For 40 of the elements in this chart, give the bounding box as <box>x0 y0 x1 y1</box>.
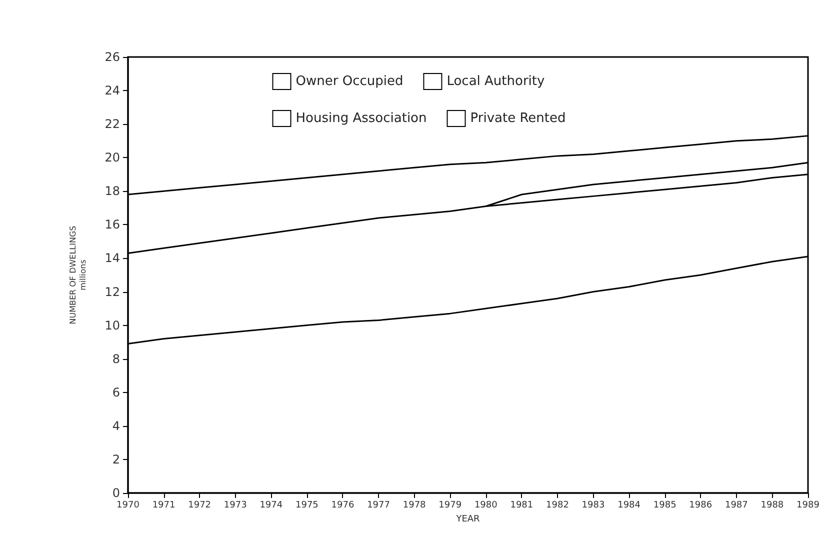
x-axis-title: YEAR <box>455 514 480 524</box>
x-tick-label: 1979 <box>438 500 462 510</box>
x-tick-label: 1987 <box>724 500 748 510</box>
x-tick-label: 1983 <box>582 500 605 510</box>
x-tick-label: 1970 <box>116 500 140 510</box>
legend-label: Local Authority <box>446 74 546 89</box>
x-tick-label: 1985 <box>653 500 676 510</box>
y-tick-label: 16 <box>104 218 120 232</box>
x-tick-label: 1978 <box>402 500 426 510</box>
x-tick-label: 1975 <box>295 500 318 510</box>
y-tick-label: 10 <box>104 318 120 332</box>
x-tick-label: 1973 <box>224 500 247 510</box>
x-tick-label: 1982 <box>546 500 569 510</box>
x-tick-label: 1986 <box>689 500 712 510</box>
x-tick-label: 1988 <box>760 500 784 510</box>
x-tick-label: 1989 <box>796 500 820 510</box>
legend-label: Housing Association <box>296 111 427 126</box>
y-tick-label: 20 <box>104 150 120 165</box>
y-tick-label: 24 <box>104 84 120 98</box>
x-tick-label: 1974 <box>260 500 283 510</box>
y-tick-label: 6 <box>112 385 120 400</box>
y-axis-title: NUMBER OF DWELLINGS millions <box>68 226 88 324</box>
y-tick-label: 8 <box>112 352 120 366</box>
y-tick-label: 18 <box>104 184 120 198</box>
y-tick-label: 4 <box>112 418 120 433</box>
x-tick-label: 1972 <box>188 500 212 510</box>
x-tick-label: 1977 <box>367 500 390 510</box>
y-tick-label: 2 <box>112 452 120 466</box>
y-tick-label: 14 <box>104 251 120 266</box>
x-tick-label: 1971 <box>152 500 176 510</box>
x-tick-label: 1984 <box>618 500 641 510</box>
x-tick-label: 1976 <box>331 500 354 510</box>
y-tick-label: 26 <box>104 50 120 64</box>
legend-label: Owner Occupied <box>296 74 404 89</box>
y-tick-label: 22 <box>104 117 120 132</box>
x-tick-label: 1980 <box>474 500 498 510</box>
y-tick-label: 0 <box>112 486 120 500</box>
y-tick-label: 12 <box>104 284 120 299</box>
legend-label: Private Rented <box>470 111 566 126</box>
x-tick-label: 1981 <box>510 500 534 510</box>
